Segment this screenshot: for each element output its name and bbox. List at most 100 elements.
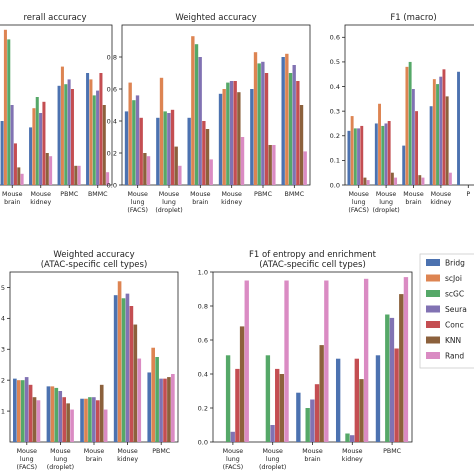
bar <box>178 165 182 185</box>
bar <box>39 113 43 185</box>
bar <box>270 425 275 442</box>
bar <box>357 128 361 185</box>
bar <box>54 387 59 442</box>
bar <box>347 130 351 185</box>
bar <box>265 355 271 442</box>
x-tick-label: (FACS) <box>348 207 369 214</box>
bar <box>229 81 234 185</box>
bar <box>174 146 178 185</box>
bar <box>448 172 452 185</box>
bar <box>314 384 320 442</box>
plot-frame <box>121 24 311 186</box>
y-tick-label: 3 <box>1 346 5 354</box>
legend-label: Bridg <box>445 259 465 268</box>
chart-panel-2: Weighted accuracy0.00.20.40.60.8Mouselun… <box>107 13 311 214</box>
x-tick-label: lung <box>379 199 393 206</box>
bar <box>50 386 55 442</box>
bar <box>36 400 41 442</box>
x-tick-label: kidney <box>30 199 51 206</box>
x-tick-label: Mouse <box>348 191 369 198</box>
bar <box>155 357 159 442</box>
bar <box>84 398 88 442</box>
bar <box>381 125 385 185</box>
bar <box>239 326 245 442</box>
bar <box>125 293 130 442</box>
legend-label: KNN <box>445 336 461 345</box>
x-tick-label: (FACS) <box>223 464 244 471</box>
bar <box>171 374 175 442</box>
bar <box>170 109 175 185</box>
bar <box>32 397 37 442</box>
bar <box>96 90 100 185</box>
x-tick-label: Mouse <box>376 191 397 198</box>
x-tick-label: brain <box>4 199 20 206</box>
bar <box>66 403 70 442</box>
bar <box>305 408 310 442</box>
bar <box>257 63 261 185</box>
chart-panel-5: F1 of entropy and enrichment(ATAC-specif… <box>198 250 413 471</box>
legend-swatch <box>426 336 440 344</box>
x-tick-label: BMMC <box>285 191 305 198</box>
bar <box>225 355 231 442</box>
x-tick-label: Mouse <box>159 191 180 198</box>
x-tick-label: Mouse <box>302 448 323 455</box>
bar <box>133 324 138 442</box>
legend-swatch <box>426 259 440 266</box>
chart-title: Weighted accuracy <box>175 13 256 23</box>
y-tick-label: 0.2 <box>198 404 208 412</box>
x-tick-label: brain <box>304 456 320 463</box>
bar <box>299 105 304 185</box>
bar <box>292 65 296 185</box>
legend-label: Seura <box>445 305 467 314</box>
chart-panel-1: rerall accuracyMousebrainMousekidneyPBMC… <box>0 13 113 206</box>
legend-label: scJoi <box>445 274 462 283</box>
bar <box>303 151 307 185</box>
bar <box>0 121 4 185</box>
y-tick-label: 0.2 <box>330 132 340 140</box>
legend-swatch <box>426 290 440 297</box>
bar <box>17 167 21 185</box>
bar <box>209 159 213 185</box>
x-tick-label: lung <box>20 456 34 463</box>
bar <box>385 314 390 442</box>
y-tick-label: 0.4 <box>198 370 208 378</box>
bar <box>349 435 355 442</box>
x-tick-label: Mouse <box>117 448 138 455</box>
bar <box>77 165 81 185</box>
bar <box>261 61 265 185</box>
bar <box>415 111 419 185</box>
bar <box>226 82 230 185</box>
bar <box>288 73 293 185</box>
bar <box>32 108 36 185</box>
chart-title: Weighted accuracy <box>53 250 134 260</box>
bar <box>124 111 129 185</box>
bar <box>28 384 33 442</box>
x-tick-label: PBMC <box>383 448 402 455</box>
chart-panel-4: Weighted accuracy(ATAC-specific cell typ… <box>1 250 179 471</box>
x-tick-label: kidney <box>117 456 138 463</box>
bar <box>235 368 240 442</box>
x-tick-label: kidney <box>342 456 363 463</box>
bar <box>86 73 90 185</box>
bar <box>60 66 64 185</box>
bar <box>402 145 406 185</box>
x-tick-label: Mouse <box>84 448 105 455</box>
bar <box>405 66 409 185</box>
plot-frame <box>0 24 113 186</box>
legend-swatch <box>426 321 440 328</box>
bar <box>151 347 155 442</box>
bar <box>374 123 378 185</box>
x-tick-label: (FACS) <box>17 464 38 471</box>
bar <box>218 93 223 185</box>
y-tick-label: 2 <box>1 376 5 384</box>
bar <box>439 76 443 185</box>
y-tick-label: 4 <box>1 315 5 323</box>
bar <box>296 392 301 442</box>
bar <box>408 61 412 185</box>
x-tick-label: lung <box>162 199 176 206</box>
bar <box>319 345 324 442</box>
bar <box>156 117 160 185</box>
bar <box>436 84 439 185</box>
bar <box>57 85 61 185</box>
bar <box>384 123 388 185</box>
